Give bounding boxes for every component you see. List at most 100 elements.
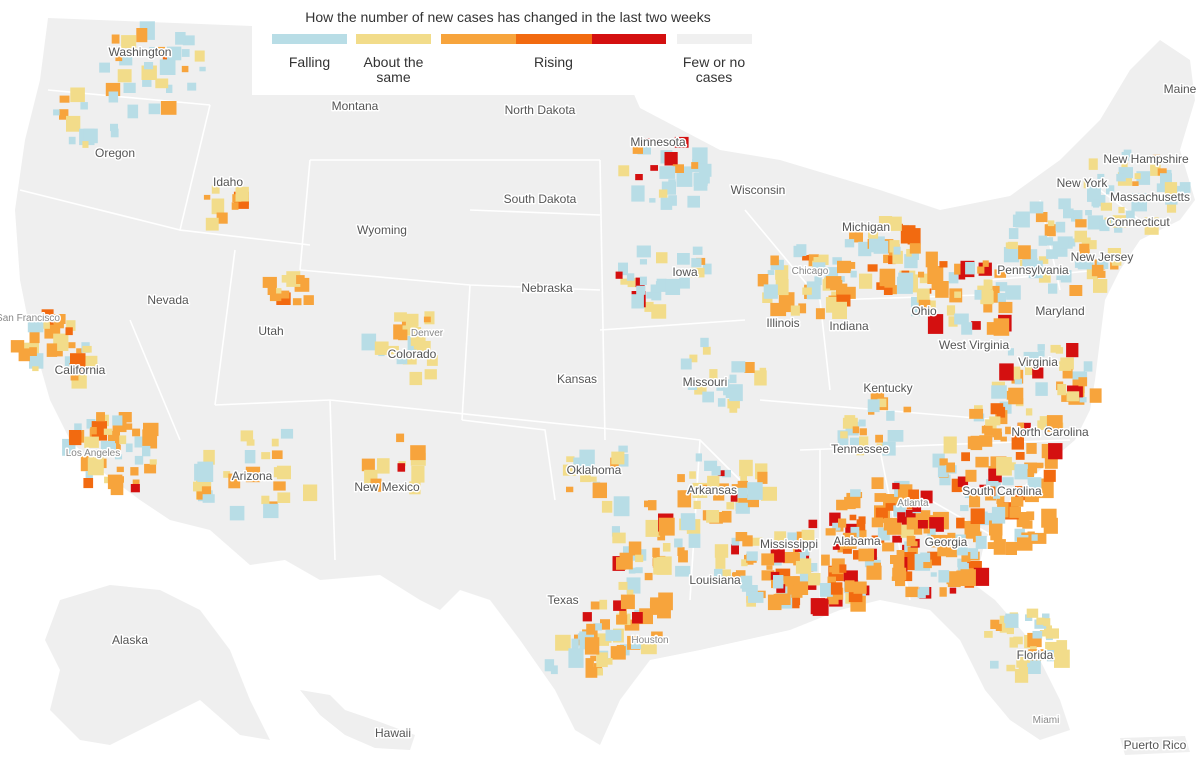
- county-patch: [707, 475, 720, 491]
- county-patch: [856, 519, 866, 531]
- county-patch: [747, 482, 763, 500]
- county-patch: [144, 62, 154, 70]
- county-patch: [1144, 217, 1159, 235]
- county-patch: [148, 103, 161, 115]
- county-patch: [618, 262, 628, 276]
- county-patch: [730, 493, 738, 502]
- county-patch: [702, 263, 712, 275]
- county-patch: [29, 347, 37, 356]
- county-patch: [960, 505, 969, 512]
- state-label: Nevada: [147, 293, 189, 307]
- county-patch: [658, 592, 673, 611]
- county-patch: [1004, 615, 1012, 624]
- county-patch: [1035, 382, 1048, 396]
- county-patch: [648, 500, 657, 511]
- puerto-rico-land: [1120, 736, 1190, 755]
- county-patch: [1000, 436, 1007, 442]
- county-patch: [635, 174, 643, 181]
- county-patch: [790, 305, 800, 316]
- state-label: South Carolina: [962, 484, 1042, 498]
- county-patch: [68, 136, 76, 145]
- county-patch: [955, 534, 966, 548]
- county-patch: [296, 275, 305, 284]
- legend-swatch-rising-high: [592, 34, 666, 44]
- county-patch: [1002, 477, 1014, 486]
- county-patch: [70, 371, 79, 381]
- county-patch: [939, 474, 951, 486]
- county-patch: [983, 279, 993, 290]
- county-patch: [961, 322, 973, 335]
- county-patch: [792, 597, 801, 606]
- county-patch: [975, 456, 989, 468]
- county-patch: [628, 567, 636, 574]
- county-patch: [566, 456, 575, 463]
- county-patch: [971, 321, 981, 330]
- county-patch: [115, 454, 123, 460]
- county-patch: [969, 494, 981, 508]
- county-patch: [943, 436, 957, 454]
- county-patch: [812, 598, 829, 616]
- county-patch: [620, 278, 629, 285]
- state-label: Massachusetts: [1110, 190, 1190, 204]
- county-patch: [411, 466, 425, 483]
- county-patch: [66, 115, 81, 132]
- county-patch: [664, 152, 678, 166]
- county-patch: [619, 607, 627, 616]
- county-patch: [374, 341, 389, 355]
- county-patch: [1017, 422, 1025, 429]
- county-patch: [949, 587, 957, 594]
- county-patch: [731, 361, 746, 373]
- county-patch: [396, 350, 408, 365]
- county-patch: [652, 547, 660, 557]
- county-patch: [657, 532, 666, 541]
- county-patch: [998, 301, 1013, 314]
- county-patch: [957, 558, 968, 568]
- county-patch: [892, 482, 900, 490]
- county-patch: [262, 276, 277, 288]
- county-patch: [824, 267, 839, 279]
- county-patch: [1025, 363, 1039, 376]
- county-patch: [987, 542, 997, 549]
- state-label: Oregon: [95, 146, 135, 160]
- county-patch: [836, 499, 848, 511]
- county-patch: [731, 544, 739, 555]
- county-patch: [675, 565, 691, 577]
- county-patch: [162, 102, 169, 111]
- county-patch: [84, 355, 98, 372]
- county-patch: [636, 285, 646, 295]
- county-patch: [1087, 215, 1104, 230]
- county-patch: [1118, 167, 1133, 179]
- state-label: Iowa: [672, 265, 698, 279]
- county-patch: [18, 348, 30, 362]
- state-label: Puerto Rico: [1124, 738, 1187, 752]
- county-patch: [134, 455, 144, 465]
- county-patch: [867, 264, 878, 272]
- county-patch: [70, 87, 85, 103]
- state-label: Alaska: [112, 633, 148, 647]
- county-patch: [864, 557, 878, 568]
- county-patch: [68, 342, 76, 349]
- county-patch: [746, 585, 758, 596]
- county-patch: [873, 562, 881, 569]
- county-patch: [182, 35, 195, 46]
- county-patch: [1125, 210, 1135, 222]
- county-patch: [568, 648, 584, 668]
- county-patch: [999, 363, 1014, 381]
- state-label: Alabama: [833, 534, 881, 548]
- county-patch: [269, 289, 282, 302]
- county-patch: [1013, 636, 1023, 645]
- county-patch: [844, 415, 856, 424]
- county-patch: [1027, 477, 1042, 489]
- county-patch: [1018, 245, 1031, 260]
- county-patch: [738, 494, 750, 507]
- county-patch: [746, 551, 758, 561]
- county-patch: [87, 457, 104, 476]
- county-patch: [859, 273, 873, 289]
- county-patch: [377, 458, 390, 474]
- county-patch: [1091, 264, 1104, 277]
- county-patch: [897, 512, 906, 523]
- county-patch: [76, 348, 83, 354]
- county-patch: [806, 563, 818, 572]
- state-label: Wisconsin: [731, 183, 786, 197]
- county-patch: [1039, 630, 1047, 637]
